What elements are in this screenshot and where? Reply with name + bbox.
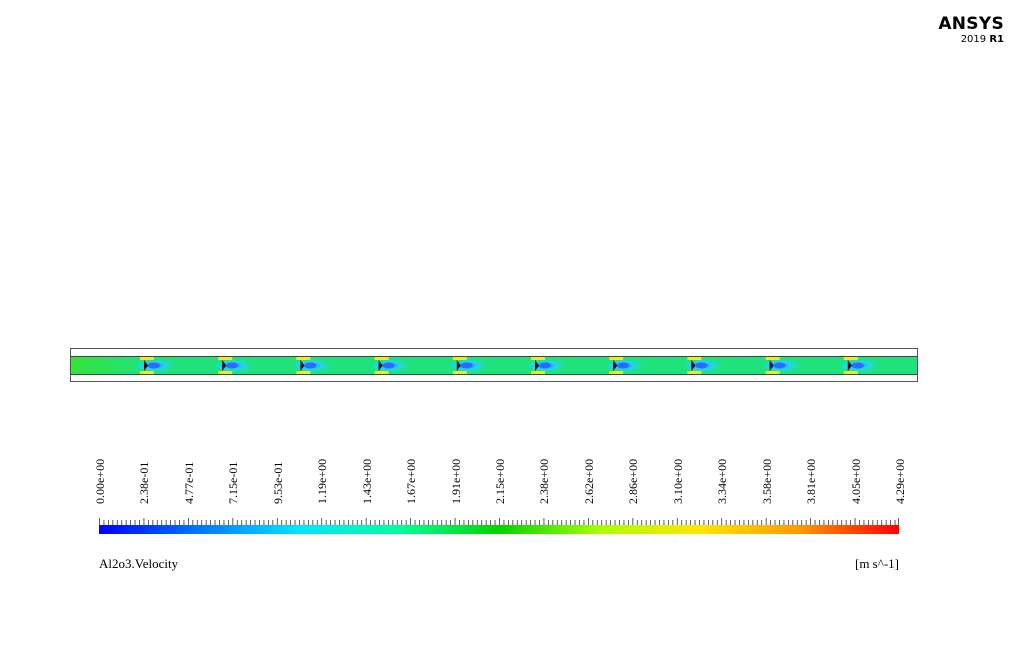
colorbar-tick-label: 9.53e-01 xyxy=(270,461,285,504)
colorbar-tick-label: 2.38e-01 xyxy=(137,461,152,504)
high-velocity-top xyxy=(452,357,467,360)
wake-core xyxy=(148,362,160,369)
colorbar-tick-label: 4.77e-01 xyxy=(181,461,196,504)
high-velocity-top xyxy=(296,357,311,360)
high-velocity-top xyxy=(218,357,233,360)
obstacle-1 xyxy=(138,357,182,374)
obstacle-8 xyxy=(685,357,730,374)
colorbar-tick-label: 2.62e+00 xyxy=(581,458,596,504)
obstacle-4 xyxy=(372,357,417,374)
wake-region xyxy=(216,358,261,373)
obstacle-10 xyxy=(841,357,886,374)
wake-core xyxy=(617,362,630,369)
high-velocity-bottom xyxy=(296,371,311,374)
high-velocity-bottom xyxy=(531,371,545,374)
high-velocity-top xyxy=(531,357,545,360)
high-velocity-bottom xyxy=(218,371,233,374)
obstacles-group xyxy=(138,357,886,374)
velocity-contour-channel xyxy=(70,348,918,382)
obstacle-body xyxy=(300,360,305,371)
high-velocity-top xyxy=(843,357,858,360)
colorbar-tick-label: 4.05e+00 xyxy=(848,458,863,504)
colorbar-tick-label: 0.00e+00 xyxy=(93,458,107,504)
obstacle-body xyxy=(222,360,227,371)
high-velocity-bottom xyxy=(374,371,389,374)
obstacle-6 xyxy=(529,357,573,374)
colorbar-tick-label: 2.15e+00 xyxy=(493,458,507,504)
legend-unit-label: [m s^-1] xyxy=(854,556,899,571)
colorbar xyxy=(99,525,899,534)
logo-version-release: R1 xyxy=(989,34,1004,45)
obstacle-5 xyxy=(450,357,495,374)
logo-name: ANSYS xyxy=(938,14,1004,34)
high-velocity-top xyxy=(140,357,154,360)
colorbar-tick-label: 7.15e-01 xyxy=(226,461,241,504)
channel-svg xyxy=(70,348,918,382)
wake-core xyxy=(695,362,708,369)
colorbar-tick-label: 2.38e+00 xyxy=(537,458,552,504)
high-velocity-top xyxy=(609,357,624,360)
wake-core xyxy=(304,362,317,369)
obstacle-body xyxy=(456,360,461,371)
colorbar-tick-label: 2.86e+00 xyxy=(626,458,641,504)
colorbar-tick-label: 1.19e+00 xyxy=(315,458,330,504)
obstacle-body xyxy=(613,360,618,371)
wake-core xyxy=(539,362,551,369)
high-velocity-bottom xyxy=(765,371,780,374)
colorbar-fill xyxy=(99,525,899,534)
obstacle-7 xyxy=(607,357,652,374)
inlet-region xyxy=(71,357,141,374)
colorbar-tick-label: 3.58e+00 xyxy=(759,458,774,504)
wake-core xyxy=(226,362,239,369)
obstacle-body xyxy=(144,360,148,371)
colorbar-tick-label: 4.29e+00 xyxy=(893,458,907,504)
high-velocity-bottom xyxy=(687,371,702,374)
wake-core xyxy=(851,362,864,369)
colorbar-tick-label: 1.43e+00 xyxy=(359,458,374,504)
logo-version-year: 2019 xyxy=(960,34,987,45)
colorbar-tick-label: 3.81e+00 xyxy=(804,458,819,504)
wake-core xyxy=(460,362,473,369)
colorbar-tick-label: 3.10e+00 xyxy=(670,458,685,504)
obstacle-body xyxy=(847,360,852,371)
obstacle-body xyxy=(535,360,539,371)
obstacle-body xyxy=(691,360,696,371)
high-velocity-top xyxy=(687,357,702,360)
colorbar-tick-label: 3.34e+00 xyxy=(715,458,730,504)
colorbar-tick-label: 1.91e+00 xyxy=(448,458,463,504)
high-velocity-top xyxy=(765,357,780,360)
obstacle-body xyxy=(378,360,383,371)
wake-core xyxy=(773,362,786,369)
logo-version: 2019 R1 xyxy=(938,35,1004,45)
high-velocity-bottom xyxy=(843,371,858,374)
high-velocity-bottom xyxy=(140,371,154,374)
obstacle-2 xyxy=(216,357,261,374)
obstacle-9 xyxy=(763,357,808,374)
colorbar-tick-label: 1.67e+00 xyxy=(404,458,419,504)
high-velocity-bottom xyxy=(452,371,467,374)
high-velocity-top xyxy=(374,357,389,360)
obstacle-body xyxy=(769,360,774,371)
ansys-logo: ANSYS 2019 R1 xyxy=(938,16,1004,45)
legend-variable-label: Al2o3.Velocity xyxy=(99,556,179,571)
obstacle-3 xyxy=(294,357,339,374)
high-velocity-bottom xyxy=(609,371,624,374)
wake-core xyxy=(382,362,395,369)
